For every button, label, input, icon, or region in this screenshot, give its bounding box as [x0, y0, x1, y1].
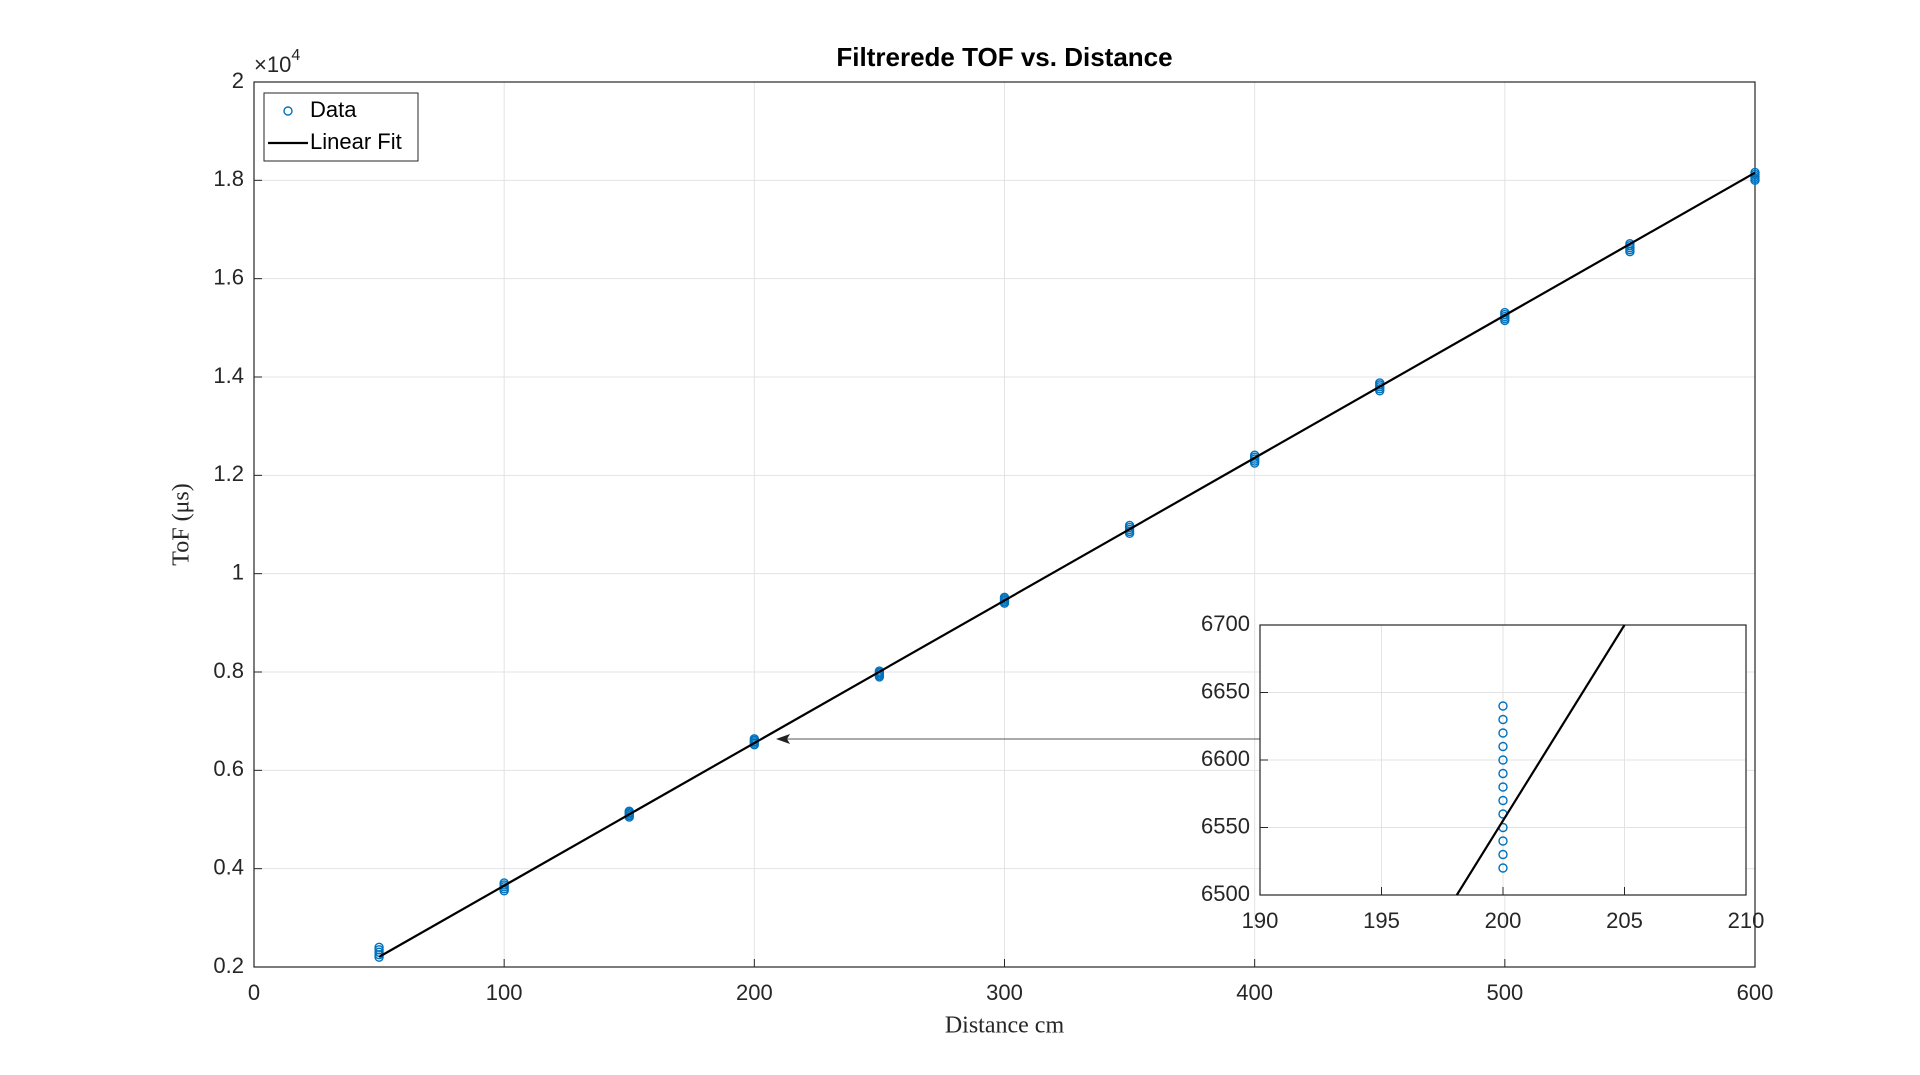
x-tick-label: 200	[1485, 908, 1522, 933]
data-point	[374, 942, 384, 953]
y-tick-label: 1.2	[213, 461, 244, 486]
axes: 190 195 200 205 210 6500 6550 6600 6650 6700	[1201, 611, 1764, 933]
data-point	[1498, 768, 1508, 779]
y-tick-label: 1.8	[213, 166, 244, 191]
data-point	[1625, 239, 1635, 249]
x-tick-label: 100	[486, 980, 523, 1005]
data-point	[1498, 728, 1508, 738]
y-tick-label: 6600	[1201, 746, 1250, 771]
y-tick-label: 1.4	[213, 363, 244, 388]
y-tick-label: 2	[232, 68, 244, 93]
y-tick-label: 0.4	[213, 854, 244, 879]
data-point	[1498, 755, 1508, 765]
x-axis-label: Distance cm	[945, 1013, 1065, 1039]
y-tick-label: 0.2	[213, 953, 244, 978]
x-tick-label: 190	[1242, 908, 1279, 933]
legend-box	[263, 92, 419, 162]
y-tick-label: 6650	[1201, 678, 1250, 703]
fit-line	[1455, 624, 1626, 896]
x-tick-label: 200	[736, 980, 773, 1005]
chart-title: Filtrerede TOF vs. Distance	[836, 42, 1172, 72]
x-tick-label: 500	[1486, 980, 1523, 1005]
fit-line	[378, 171, 1756, 958]
y-tick-label: 6700	[1201, 611, 1250, 636]
data-point	[1498, 836, 1508, 846]
y-tick-label: 1	[232, 559, 244, 584]
x-tick-label: 0	[248, 980, 260, 1005]
axes-frame	[253, 81, 1756, 968]
y-tick-label: 6550	[1201, 813, 1250, 838]
legend: Data Linear Fit	[263, 92, 419, 162]
y-multiplier-base: ×10	[254, 52, 291, 77]
y-axis-label: ToF (μs)	[169, 483, 195, 566]
x-tick-label: 400	[1236, 980, 1273, 1005]
y-tick-label: 1.6	[213, 264, 244, 289]
data-point	[874, 666, 885, 676]
data-point	[1498, 863, 1508, 873]
y-tick-label: 0.6	[213, 756, 244, 781]
y-tick-label: 6500	[1201, 881, 1250, 906]
data-point	[1498, 701, 1508, 711]
data-point	[1498, 782, 1508, 792]
x-tick-label: 205	[1606, 908, 1643, 933]
x-tick-label: 195	[1363, 908, 1400, 933]
y-tick-label: 0.8	[213, 658, 244, 683]
data-point	[1498, 849, 1508, 860]
x-tick-label: 300	[986, 980, 1023, 1005]
x-tick-label: 600	[1737, 980, 1774, 1005]
legend-label: Linear Fit	[310, 129, 402, 154]
arrow-head	[776, 734, 790, 744]
y-multiplier-exponent: 4	[291, 47, 300, 64]
y-multiplier: ×104	[254, 47, 300, 77]
zoom-arrow	[776, 734, 1260, 744]
data-point	[1498, 741, 1508, 752]
legend-label: Data	[310, 97, 357, 122]
data-point	[1750, 167, 1760, 178]
data-point	[1498, 795, 1508, 806]
data-point	[1498, 714, 1508, 725]
legend-marker	[283, 106, 293, 116]
x-tick-label: 210	[1728, 908, 1765, 933]
axes-frame	[1259, 624, 1747, 896]
